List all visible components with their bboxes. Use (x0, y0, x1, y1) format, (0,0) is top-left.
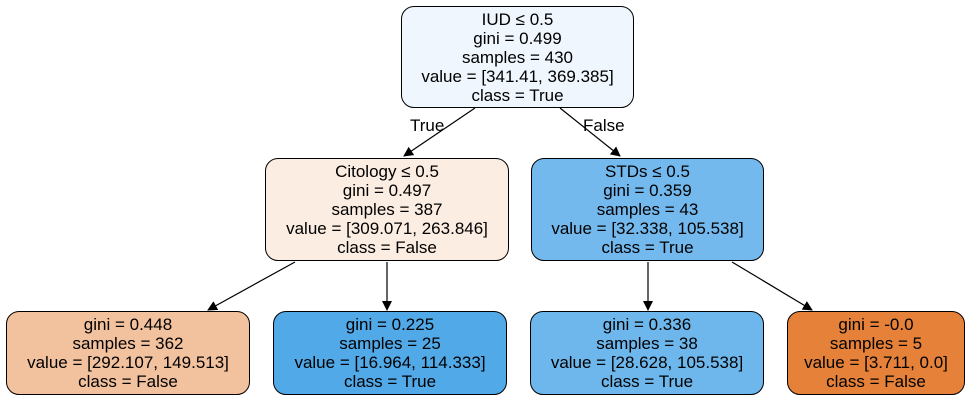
edge-citology-leaf448 (207, 261, 296, 311)
edge-label-true: True (410, 116, 445, 135)
node-value: value = [341.41, 369.385] (421, 66, 614, 86)
edge-label-false: False (583, 116, 625, 135)
node-split: Citology ≤ 0.5 (335, 162, 439, 181)
node-samples: samples = 25 (339, 334, 441, 353)
node-gini: gini = -0.0 (838, 315, 914, 334)
node-class: class = True (600, 372, 694, 391)
edge-stds-leaf00 (731, 261, 813, 311)
node-value: value = [3.711, 0.0] (804, 353, 948, 372)
node-gini: gini = 0.225 (345, 315, 435, 334)
node-value: value = [16.964, 114.333] (294, 353, 486, 372)
node-class: class = True (601, 238, 694, 257)
node-citology: Citology ≤ 0.5 gini = 0.497 samples = 38… (265, 158, 509, 261)
node-samples: samples = 387 (331, 200, 443, 219)
node-value: value = [292.107, 149.513] (27, 353, 229, 372)
node-class: class = True (343, 372, 437, 391)
node-gini: gini = 0.497 (342, 181, 432, 200)
node-split: STDs ≤ 0.5 (605, 162, 690, 181)
node-class: class = False (337, 238, 437, 257)
node-root: IUD ≤ 0.5 gini = 0.499 samples = 430 val… (401, 6, 634, 108)
node-stds: STDs ≤ 0.5 gini = 0.359 samples = 43 val… (531, 158, 764, 261)
node-gini: gini = 0.448 (83, 315, 173, 334)
node-leaf-gini-0336: gini = 0.336 samples = 38 value = [28.62… (530, 311, 764, 395)
edge-root-stds (559, 107, 621, 157)
node-samples: samples = 43 (596, 200, 699, 219)
node-gini: gini = 0.359 (603, 181, 692, 200)
node-leaf-gini-00: gini = -0.0 samples = 5 value = [3.711, … (787, 311, 965, 395)
node-samples: samples = 430 (461, 47, 574, 67)
node-class: class = True (471, 85, 564, 105)
node-gini: gini = 0.336 (602, 315, 692, 334)
node-samples: samples = 362 (72, 334, 184, 353)
node-leaf-gini-0448: gini = 0.448 samples = 362 value = [292.… (6, 311, 250, 395)
node-gini: gini = 0.499 (473, 28, 562, 48)
node-samples: samples = 5 (829, 334, 923, 353)
node-value: value = [309.071, 263.846] (286, 219, 488, 238)
node-samples: samples = 38 (596, 334, 698, 353)
edge-root-citology (403, 107, 476, 157)
node-value: value = [28.628, 105.538] (550, 353, 744, 372)
node-split: IUD ≤ 0.5 (481, 9, 554, 29)
node-class: class = False (78, 372, 178, 391)
node-leaf-gini-0225: gini = 0.225 samples = 25 value = [16.96… (273, 311, 507, 395)
node-class: class = False (826, 372, 926, 391)
node-value: value = [32.338, 105.538] (551, 219, 744, 238)
